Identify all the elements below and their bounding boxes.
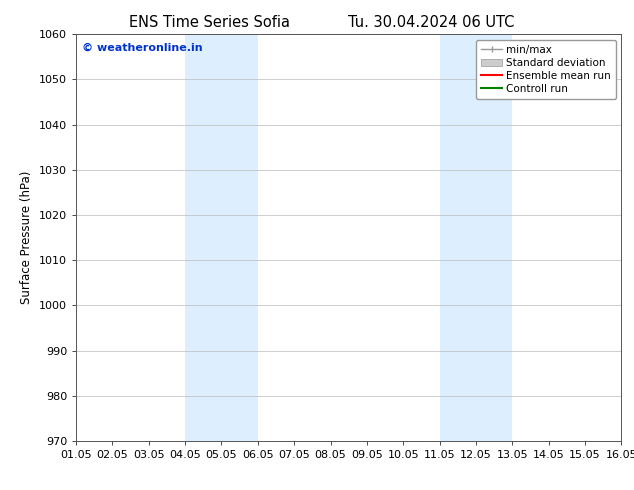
Text: ENS Time Series Sofia: ENS Time Series Sofia [129, 15, 290, 30]
Bar [439, 34, 512, 441]
Bar [185, 34, 258, 441]
Text: Tu. 30.04.2024 06 UTC: Tu. 30.04.2024 06 UTC [348, 15, 514, 30]
Y-axis label: Surface Pressure (hPa): Surface Pressure (hPa) [20, 171, 34, 304]
Legend: min/max, Standard deviation, Ensemble mean run, Controll run: min/max, Standard deviation, Ensemble me… [476, 40, 616, 99]
Text: © weatheronline.in: © weatheronline.in [82, 43, 202, 52]
